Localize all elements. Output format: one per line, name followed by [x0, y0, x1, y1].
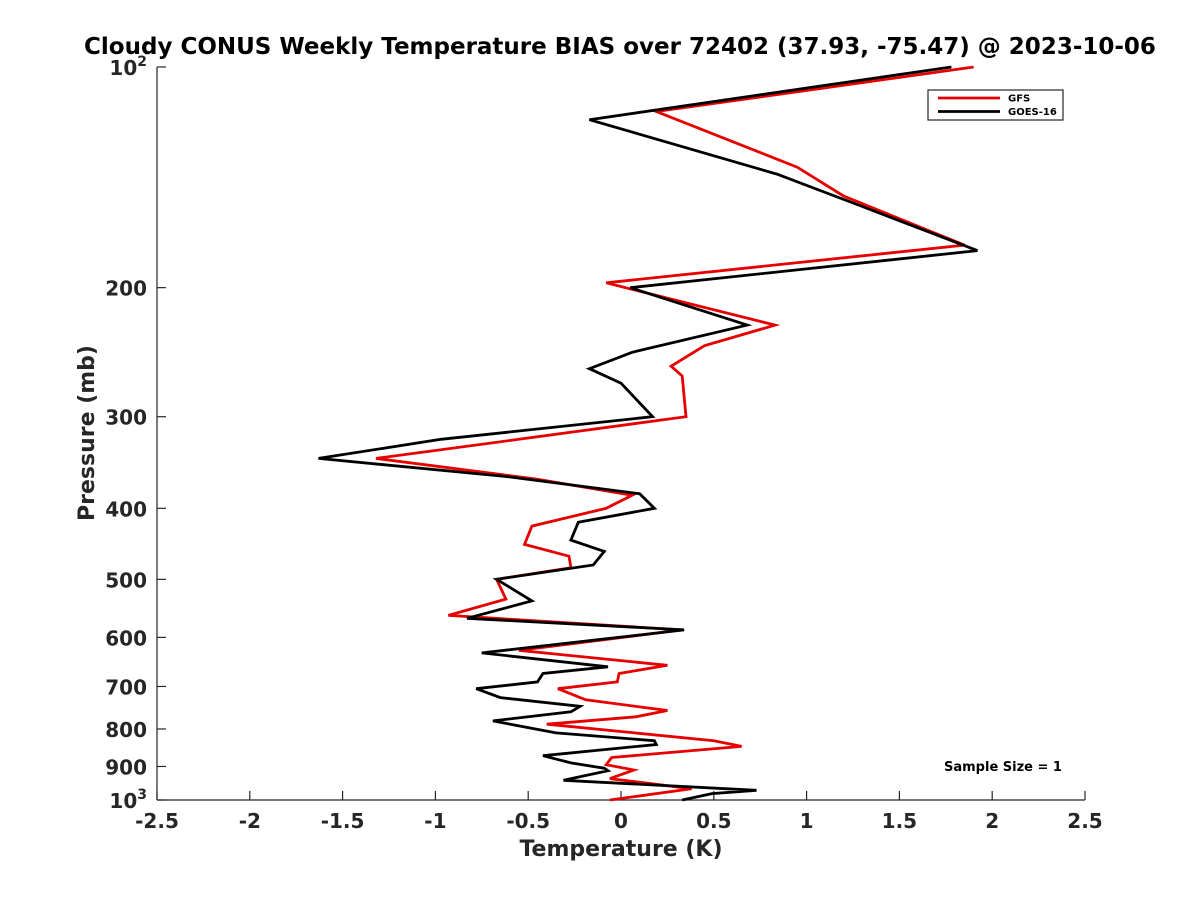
plot-area: -2.5 -2 -1.5 -1 -0.5 0 0.5 1 1.5 2 2.5 102 200 300 400…	[105, 54, 1102, 833]
x-tick-label: 2.5	[1067, 809, 1102, 833]
x-tick-label: -2.5	[135, 809, 179, 833]
x-tick-label: 0	[614, 809, 628, 833]
series-line-gfs	[375, 65, 974, 802]
x-axis-label: Temperature (K)	[519, 837, 722, 862]
sample-size-annotation: Sample Size = 1	[944, 760, 1062, 775]
chart-title: Cloudy CONUS Weekly Temperature BIAS ove…	[84, 34, 1156, 60]
y-tick-label: 500	[105, 568, 147, 592]
y-tick-label: 103	[109, 787, 147, 813]
x-tick-label: -1	[424, 809, 446, 833]
legend-label-goes-16: GOES-16	[1008, 107, 1057, 118]
y-tick-label: 400	[105, 497, 147, 521]
y-axis-label: Pressure (mb)	[75, 345, 100, 521]
legend: GFS GOES-16	[927, 89, 1064, 121]
x-tick-label: -0.5	[506, 809, 550, 833]
y-tick-label: 102	[109, 54, 147, 80]
x-tick-label: 1.5	[882, 809, 917, 833]
y-tick-label: 800	[105, 718, 147, 742]
legend-label-gfs: GFS	[1008, 94, 1030, 105]
y-tick-label: 900	[105, 755, 147, 779]
series-line-goes-16	[318, 65, 978, 802]
y-tick-label: 700	[105, 675, 147, 699]
y-tick-label: 600	[105, 626, 147, 650]
x-tick-label: 0.5	[696, 809, 731, 833]
x-tick-label: -2	[239, 809, 261, 833]
y-tick-label: 300	[105, 406, 147, 430]
legend-box	[927, 89, 1064, 121]
x-tick-label: 2	[985, 809, 999, 833]
x-tick-label: -1.5	[321, 809, 365, 833]
x-tick-label: 1	[800, 809, 814, 833]
y-tick-label: 200	[105, 277, 147, 301]
